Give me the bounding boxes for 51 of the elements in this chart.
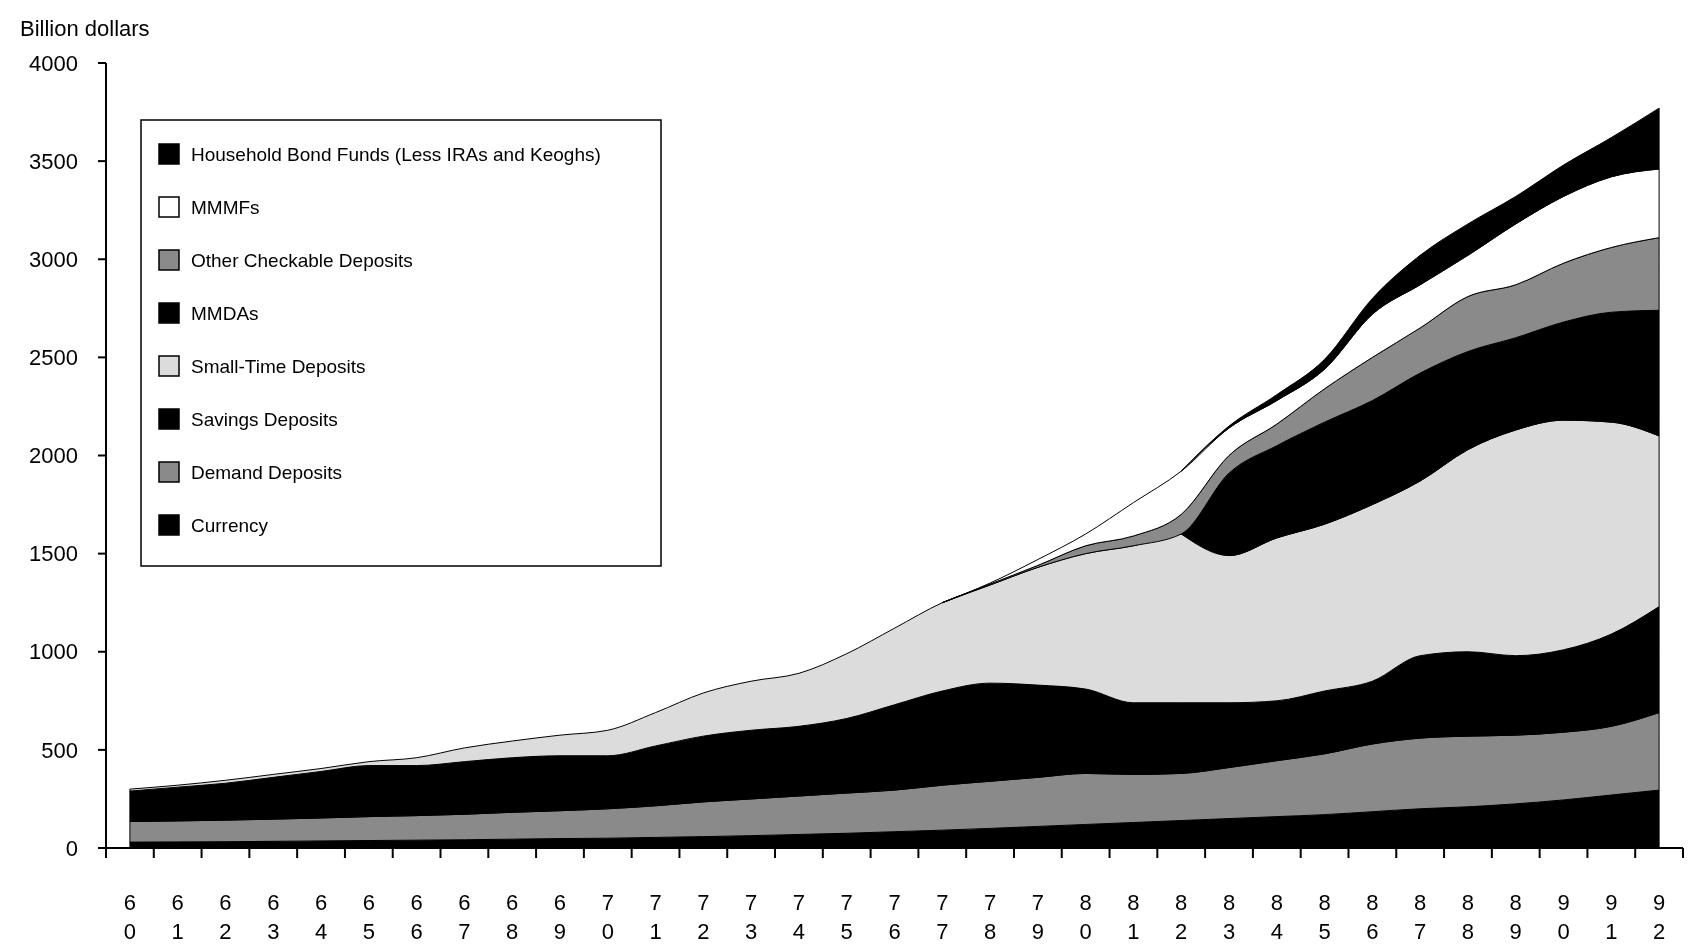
x-tick-label: 76: [888, 890, 901, 944]
x-tick-label: 80: [1079, 890, 1092, 944]
x-tick-label: 66: [410, 890, 423, 944]
x-tick-label: 85: [1318, 890, 1331, 944]
legend-label: Savings Deposits: [191, 408, 338, 430]
x-tick-label: 61: [171, 890, 184, 944]
x-tick-label: 72: [697, 890, 710, 944]
x-tick-label: 81: [1127, 890, 1140, 944]
x-tick-label: 60: [123, 890, 137, 944]
x-tick-label: 77: [936, 890, 949, 944]
y-tick-label: 2000: [29, 443, 78, 469]
x-tick-label: 65: [362, 890, 375, 944]
y-tick-label: 500: [41, 737, 78, 763]
y-tick-label: 3500: [29, 148, 78, 174]
y-tick-label: 4000: [29, 50, 78, 76]
x-tick-label: 68: [506, 890, 519, 944]
legend-label: Currency: [191, 514, 269, 536]
y-axis-title: Billion dollars: [20, 16, 150, 41]
legend-label: Other Checkable Deposits: [191, 249, 413, 271]
x-tick-label: 69: [553, 890, 567, 944]
x-tick-label: 67: [458, 890, 471, 944]
x-tick-label: 82: [1175, 890, 1188, 944]
legend-label: MMDAs: [191, 302, 259, 324]
x-tick-label: 70: [601, 890, 614, 944]
x-tick-label: 91: [1605, 890, 1618, 944]
x-tick-label: 88: [1461, 890, 1475, 944]
x-tick-label: 79: [1031, 890, 1044, 944]
x-tick-label: 86: [1366, 890, 1379, 944]
x-tick-label: 92: [1652, 890, 1666, 944]
legend-label: Demand Deposits: [191, 461, 343, 483]
x-tick-label: 75: [840, 890, 853, 944]
y-tick-label: 1000: [29, 639, 78, 665]
y-tick-label: 2500: [29, 345, 78, 371]
x-tick-label: 90: [1557, 890, 1570, 944]
legend-label: Small-Time Deposits: [191, 355, 366, 377]
x-tick-label: 62: [219, 890, 232, 944]
y-tick-label: 1500: [29, 541, 78, 567]
x-tick-label: 74: [792, 890, 806, 944]
x-tick-label: 71: [649, 890, 662, 944]
x-tick-label: 89: [1509, 890, 1522, 944]
y-tick-label: 3000: [29, 246, 78, 272]
x-tick-label: 78: [983, 890, 997, 944]
x-tick-label: 83: [1222, 890, 1236, 944]
legend-label: Household Bond Funds (Less IRAs and Keoghs): [191, 143, 601, 165]
legend-label: MMMFs: [191, 196, 260, 218]
x-tick-label: 73: [745, 890, 758, 944]
x-tick-label: 63: [267, 890, 280, 944]
x-tick-label: 84: [1270, 890, 1283, 944]
x-tick-label: 87: [1414, 890, 1427, 944]
x-tick-label: 64: [314, 890, 328, 944]
y-tick-label: 0: [65, 835, 78, 861]
